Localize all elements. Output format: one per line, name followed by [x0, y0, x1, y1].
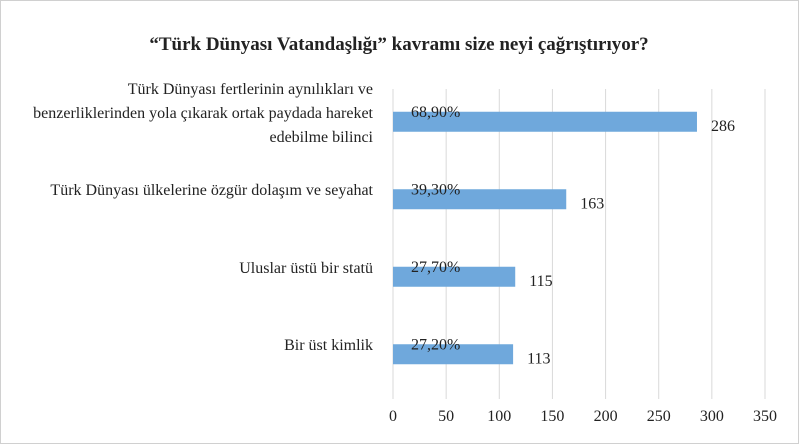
- x-tick-label: 100: [487, 408, 511, 425]
- category-label: Uluslar üstü bir statü: [239, 259, 373, 277]
- bar: [393, 344, 514, 365]
- x-tick-label: 150: [540, 408, 564, 425]
- x-tick-label: 250: [647, 408, 671, 425]
- x-tick-label: 300: [700, 408, 724, 425]
- value-label: 163: [580, 195, 604, 212]
- x-tick-label: 350: [753, 408, 777, 425]
- share-label: 27,20%: [411, 336, 460, 353]
- category-label: Türk Dünyası ülkelerine özgür dolaşım ve…: [50, 182, 373, 200]
- x-tick-label: 0: [389, 408, 397, 425]
- category-label: Bir üst kimlik: [284, 337, 373, 355]
- share-label: 39,30%: [411, 181, 460, 198]
- share-label: 68,90%: [411, 104, 460, 121]
- value-label: 286: [711, 118, 735, 135]
- value-label: 115: [529, 273, 552, 290]
- share-label: 27,70%: [411, 259, 460, 276]
- x-tick-label: 200: [594, 408, 618, 425]
- x-tick-label: 50: [438, 408, 454, 425]
- value-label: 113: [527, 350, 550, 367]
- bar: [393, 266, 516, 287]
- bar: [393, 111, 697, 132]
- category-label: Türk Dünyası fertlerinin aynılıkları ve …: [33, 80, 373, 146]
- chart-title: “Türk Dünyası Vatandaşlığı” kavramı size…: [149, 34, 648, 55]
- bar: [393, 189, 567, 210]
